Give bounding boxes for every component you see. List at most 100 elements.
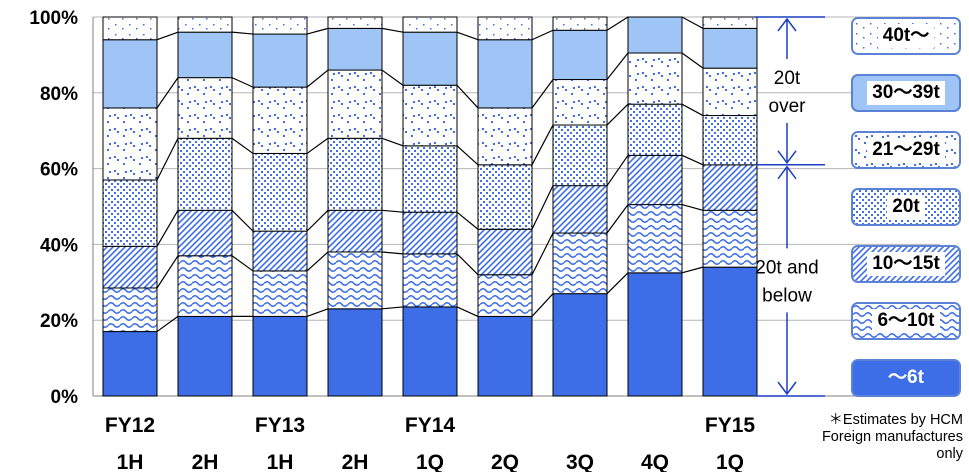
bar-segment bbox=[402, 253, 458, 308]
bar-segment bbox=[102, 16, 158, 41]
x-tick-label-year: FY12 bbox=[105, 414, 155, 437]
connector-line bbox=[231, 77, 254, 88]
bar-segment bbox=[702, 16, 758, 29]
connector-line bbox=[156, 255, 179, 289]
connector-line bbox=[381, 251, 404, 255]
bar-segment bbox=[702, 115, 758, 166]
connector-line bbox=[606, 272, 629, 295]
connector-line bbox=[381, 27, 404, 33]
bar-segment bbox=[102, 287, 158, 333]
bar-segment bbox=[327, 27, 383, 71]
bracket-label: below bbox=[762, 285, 812, 306]
segment-connector-lines bbox=[156, 16, 704, 333]
bar-segment bbox=[552, 124, 608, 187]
bar-segment bbox=[702, 27, 758, 69]
bracket-arrowhead bbox=[777, 165, 797, 180]
x-tick-label-period: 4Q bbox=[641, 451, 669, 472]
bar-segment bbox=[702, 266, 758, 397]
x-axis: FY12 1H 2H FY13 1H 2H FY14 1Q 2Q 3Q 4Q FY15 1Q bbox=[105, 414, 756, 472]
connector-line bbox=[531, 185, 554, 230]
bar-segment bbox=[252, 152, 308, 232]
x-tick-label-year: FY14 bbox=[405, 414, 456, 437]
connector-line bbox=[381, 209, 404, 213]
bar-segment bbox=[252, 315, 308, 397]
connector-line bbox=[231, 255, 254, 272]
bracket-label: 20t bbox=[774, 68, 801, 89]
legend-label: 6～10t bbox=[872, 309, 940, 333]
x-tick-label-period: 3Q bbox=[566, 451, 594, 472]
y-tick-label: 40% bbox=[40, 235, 78, 256]
bar-segment bbox=[477, 39, 533, 109]
bar-segment bbox=[477, 16, 533, 41]
x-tick-label-period: 2H bbox=[342, 451, 369, 472]
bars bbox=[102, 16, 758, 397]
bar-segment bbox=[177, 209, 233, 257]
bar-segment bbox=[252, 16, 308, 35]
bar-segment bbox=[627, 16, 683, 54]
bar-segment bbox=[627, 154, 683, 206]
footnote-line-1: ＊Estimates by HCM bbox=[828, 412, 963, 428]
y-tick-label: 100% bbox=[29, 8, 78, 29]
bar-segment bbox=[402, 211, 458, 255]
y-tick-label: 60% bbox=[40, 160, 78, 181]
bar-segment bbox=[177, 16, 233, 33]
connector-line bbox=[681, 266, 704, 274]
legend-label: 30～39t bbox=[867, 81, 945, 105]
connector-line bbox=[681, 154, 704, 166]
connector-line bbox=[381, 137, 404, 147]
connector-line bbox=[156, 138, 179, 181]
bar-segment bbox=[702, 209, 758, 268]
bar-segment bbox=[552, 185, 608, 234]
bar-segment bbox=[102, 331, 158, 397]
bar-segment bbox=[477, 228, 533, 276]
connector-line bbox=[681, 52, 704, 69]
bar-segment bbox=[402, 145, 458, 213]
connector-line bbox=[606, 204, 629, 234]
bar-segment bbox=[327, 137, 383, 211]
connector-line bbox=[456, 306, 479, 317]
bar-segment bbox=[627, 103, 683, 156]
footnote: ＊Estimates by HCM Foreign manufactures o… bbox=[822, 412, 963, 463]
bar-segment bbox=[627, 204, 683, 274]
bar-segment bbox=[252, 230, 308, 272]
bar-segment bbox=[552, 29, 608, 81]
bar-segment bbox=[102, 179, 158, 247]
connector-line bbox=[456, 145, 479, 166]
connector-line bbox=[306, 251, 329, 272]
connector-line bbox=[606, 16, 629, 31]
bar-segment bbox=[627, 272, 683, 397]
legend-item: ～6t bbox=[851, 359, 961, 397]
bracket-label: 20t and bbox=[755, 257, 818, 278]
bar-segment bbox=[177, 77, 233, 139]
bar-segment bbox=[177, 315, 233, 397]
connector-line bbox=[231, 209, 254, 232]
x-tick-label-period: 2H bbox=[192, 451, 219, 472]
bar-segment bbox=[327, 69, 383, 139]
x-tick-label-period: 1Q bbox=[416, 451, 444, 472]
connector-line bbox=[156, 31, 179, 41]
legend-label: 20t bbox=[887, 195, 925, 219]
legend-item: 40t～ bbox=[851, 17, 961, 55]
x-tick-label-period: 1Q bbox=[716, 451, 744, 472]
connector-line bbox=[531, 29, 554, 41]
connector-line bbox=[306, 69, 329, 88]
y-tick-label: 20% bbox=[40, 311, 78, 332]
legend-label: 40t～ bbox=[877, 24, 935, 48]
connector-line bbox=[456, 84, 479, 109]
x-tick-label-period: 1H bbox=[267, 451, 294, 472]
x-tick-label-year: FY15 bbox=[705, 414, 756, 437]
x-tick-label-year: FY13 bbox=[255, 414, 305, 437]
footnote-line-2: Foreign manufactures bbox=[821, 429, 963, 445]
y-tick-label: 80% bbox=[40, 84, 78, 105]
connector-line bbox=[156, 209, 179, 247]
legend-label: ～6t bbox=[888, 367, 924, 388]
y-tick-label: 0% bbox=[51, 387, 79, 408]
connector-line bbox=[531, 79, 554, 109]
bar-segment bbox=[327, 308, 383, 397]
legend-item: 21～29t bbox=[851, 131, 961, 169]
bar-segment bbox=[252, 86, 308, 154]
connector-line bbox=[306, 209, 329, 232]
bar-segment bbox=[402, 84, 458, 147]
bar-segment bbox=[252, 270, 308, 317]
